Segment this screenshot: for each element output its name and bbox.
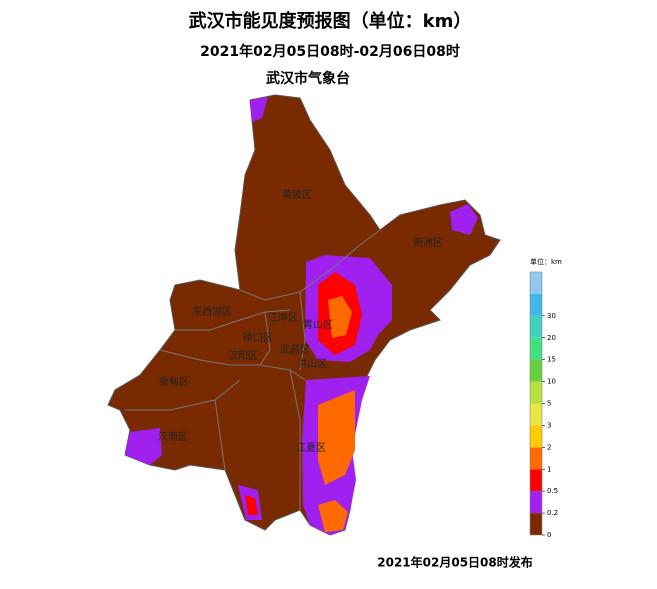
district-borders [125, 229, 381, 510]
legend-swatch [530, 513, 542, 535]
district-label: 江夏区 [296, 442, 326, 454]
low-vis-area [245, 495, 258, 515]
legend-swatch [530, 425, 542, 448]
legend-title: 单位：km [530, 257, 562, 266]
legend-swatch [530, 403, 542, 426]
legend-tick-label: 20 [547, 334, 556, 342]
legend-tick-label: 0 [547, 531, 551, 539]
district-label: 黄陂区 [282, 188, 312, 201]
footer: 2021年02月05日08时发布 [377, 555, 533, 570]
low-vis-area [250, 97, 268, 122]
legend-tick-label: 1 [547, 465, 551, 473]
district-label: 青山区 [303, 318, 333, 331]
subtitle: 2021年02月05日08时-02月06日08时 [200, 43, 460, 60]
legend-swatch [530, 337, 542, 360]
low-vis-area [318, 390, 355, 485]
title: 武汉市能见度预报图（单位：km） [189, 10, 472, 32]
legend-swatch [530, 381, 542, 404]
legend-swatch [530, 491, 542, 514]
district-label: 汉阳区 [228, 350, 258, 362]
district-label: 东西湖区 [192, 305, 232, 318]
legend-swatch [530, 272, 542, 294]
district-label: 硚口区 [243, 332, 273, 344]
legend-swatch [530, 315, 542, 338]
district-label: 蔡甸区 [159, 375, 189, 388]
legend-tick-label: 5 [547, 400, 551, 408]
legend-tick-label: 30 [547, 312, 556, 320]
legend-swatch [530, 359, 542, 382]
map: 黄陂区 新洲区 东西湖区 江岸区 硚口区 汉阳区 武昌区 青山区 洪山区 蔡甸区… [107, 94, 501, 536]
legend-tick-label: 15 [547, 356, 556, 364]
legend-swatch [530, 293, 542, 316]
low-vis-area [328, 296, 352, 338]
district-label: 汉南区 [158, 430, 188, 443]
district-label: 洪山区 [297, 358, 327, 370]
org: 武汉市气象台 [266, 70, 350, 87]
legend-tick-label: 0.5 [547, 487, 558, 495]
legend-tick-label: 0.2 [547, 509, 558, 517]
legend: 单位：km 0 0.2 0.5 1 2 3 5 10 15 20 30 [529, 257, 562, 539]
low-vis-area [450, 204, 478, 235]
legend-tick-label: 2 [547, 443, 551, 451]
low-vis-area [318, 500, 348, 532]
district-label: 武昌区 [280, 343, 310, 356]
legend-tick-label: 10 [547, 378, 556, 386]
district-label: 新洲区 [413, 236, 443, 249]
legend-tick-label: 3 [547, 421, 551, 429]
low-vis-area [125, 428, 162, 465]
district-label: 江岸区 [268, 312, 298, 324]
legend-swatch [530, 469, 542, 492]
legend-swatch [530, 447, 542, 470]
